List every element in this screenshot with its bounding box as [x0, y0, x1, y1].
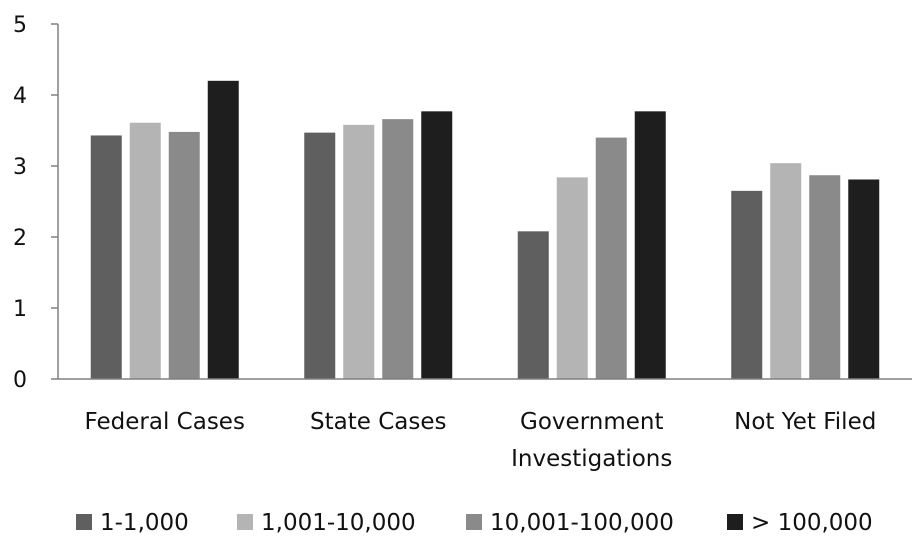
category-labels: Federal Cases State Cases Government Invest… — [85, 409, 877, 472]
legend-label: 1-1,000 — [100, 510, 189, 536]
bar-1-001-10-000-cat3 — [770, 163, 802, 379]
legend: 1-1,000 1,001-10,000 10,001-100,000 > 100,0… — [76, 510, 873, 536]
bar--100-000-cat1 — [421, 111, 453, 379]
legend-label: 10,001-100,000 — [490, 510, 674, 536]
legend-swatch — [76, 514, 92, 530]
y-tick-label: 2 — [13, 226, 27, 251]
bars — [90, 80, 880, 380]
bar-10-001-100-000-cat2 — [595, 137, 627, 379]
bar-1-1-000-cat1 — [304, 132, 336, 379]
legend-label: 1,001-10,000 — [261, 510, 416, 536]
bar-1-1-000-cat3 — [731, 190, 763, 379]
bar-1-1-000-cat0 — [90, 135, 122, 379]
legend-label: > 100,000 — [751, 510, 873, 536]
y-tick-label: 1 — [13, 297, 27, 322]
bar-10-001-100-000-cat3 — [809, 175, 841, 379]
legend-swatch — [727, 514, 743, 530]
y-tick-label: 3 — [13, 155, 27, 180]
bar-10-001-100-000-cat0 — [168, 131, 200, 379]
bar--100-000-cat0 — [207, 80, 239, 380]
category-label: Government — [520, 409, 663, 435]
bar-1-001-10-000-cat1 — [343, 124, 375, 379]
bar-10-001-100-000-cat1 — [382, 119, 414, 379]
category-label: State Cases — [310, 409, 446, 435]
bar--100-000-cat2 — [634, 111, 666, 379]
bar-1-001-10-000-cat0 — [129, 122, 161, 379]
category-label: Not Yet Filed — [734, 409, 876, 435]
bar-1-1-000-cat2 — [517, 231, 549, 379]
y-tick-label: 5 — [13, 13, 27, 38]
category-label: Investigations — [511, 446, 672, 472]
legend-swatch — [237, 514, 253, 530]
y-tick-label: 4 — [13, 84, 27, 109]
legend-swatch — [466, 514, 482, 530]
y-tick-label: 0 — [13, 368, 27, 393]
bar--100-000-cat3 — [848, 179, 880, 379]
category-label: Federal Cases — [85, 409, 245, 435]
bar-1-001-10-000-cat2 — [556, 177, 588, 379]
y-axis-ticks: 0 1 2 3 4 5 — [13, 13, 58, 393]
